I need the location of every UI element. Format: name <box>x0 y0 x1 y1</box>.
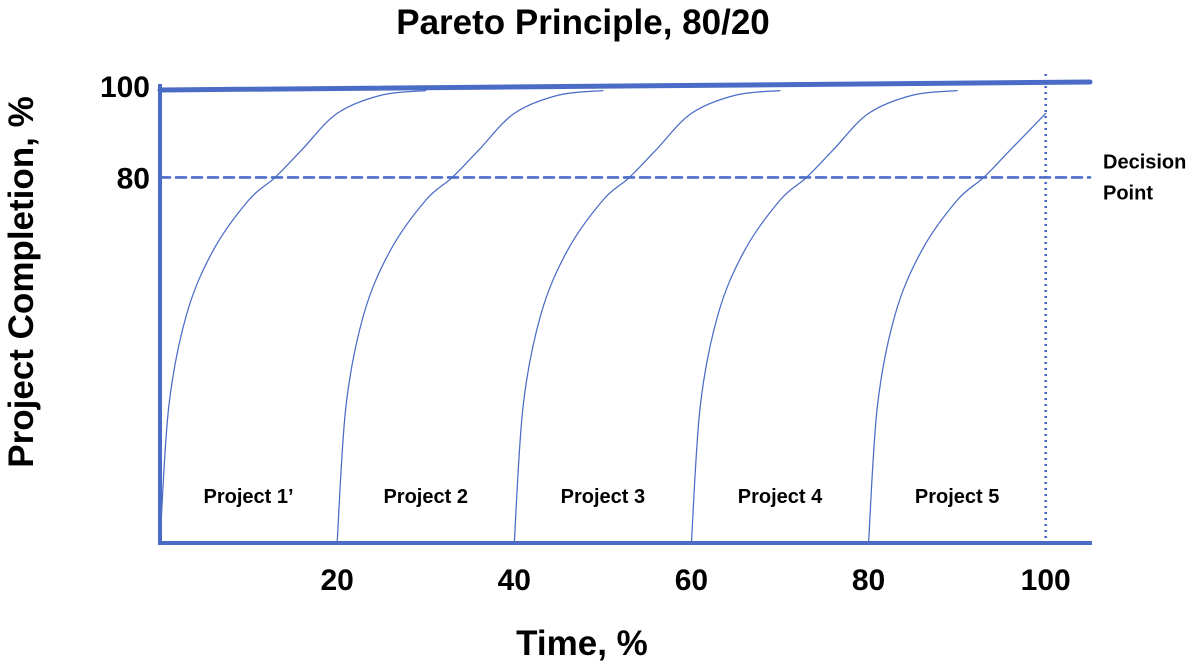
series-label-project-1: Project 1’ <box>204 486 294 508</box>
x-tick-label-100: 100 <box>1021 564 1071 597</box>
x-tick-label-40: 40 <box>498 564 531 597</box>
project-curve-4 <box>690 89 958 544</box>
decision-point-label-line-1: Decision <box>1103 151 1186 173</box>
tick-labels: 80 100 20 40 60 80 100 <box>100 71 1071 597</box>
series-label-project-2: Project 2 <box>383 486 467 508</box>
x-tick-label-80: 80 <box>852 564 885 597</box>
chart-title: Pareto Principle, 80/20 <box>396 3 770 42</box>
x-axis-label: Time, % <box>516 624 648 663</box>
series-label-project-5: Project 5 <box>915 486 999 508</box>
series-label-project-3: Project 3 <box>561 486 645 508</box>
decision-point-label-line-2: Point <box>1103 182 1153 204</box>
chart-axes <box>158 84 1092 545</box>
y-tick-label-80: 80 <box>117 162 150 195</box>
project-curves <box>159 89 1047 544</box>
project-curve-2 <box>336 89 604 544</box>
x-tick-label-20: 20 <box>320 564 353 597</box>
reference-lines <box>157 74 1093 543</box>
series-label-project-4: Project 4 <box>738 486 823 508</box>
x-tick-label-60: 60 <box>675 564 708 597</box>
y-axis-label: Project Completion, % <box>2 96 41 467</box>
project-curve-1 <box>159 89 427 544</box>
series-labels: Project 1’ Project 2 Project 3 Project 4 Pro… <box>204 486 1000 508</box>
project-curve-5 <box>867 112 1047 544</box>
annotations: Decision Point <box>1103 151 1186 204</box>
reference-line-100-percent <box>157 79 1093 93</box>
project-curve-3 <box>513 89 781 544</box>
y-tick-label-100: 100 <box>100 71 150 104</box>
